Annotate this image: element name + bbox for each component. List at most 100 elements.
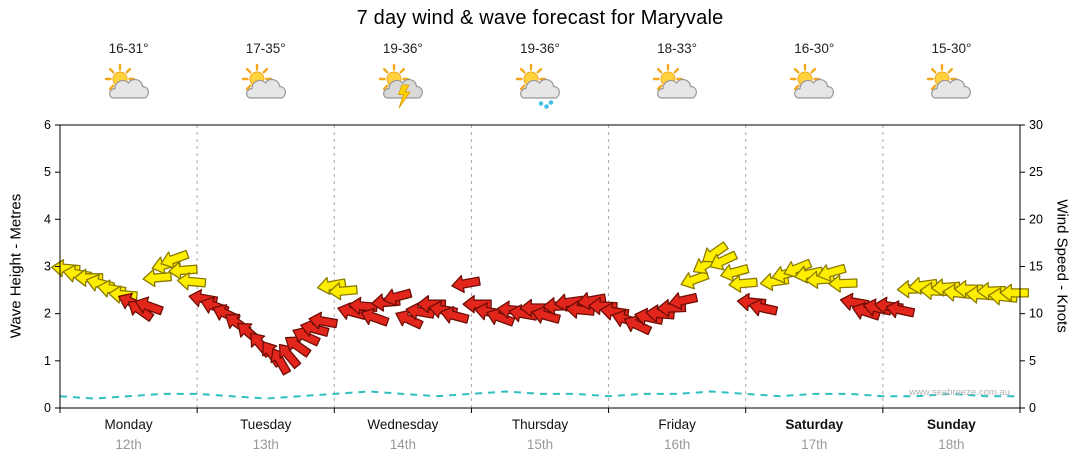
wind-arrow-icon <box>462 295 492 314</box>
wind-arrow-icon <box>292 326 321 347</box>
cloud-icon <box>657 78 698 99</box>
wind-arrows-layer <box>51 241 1029 376</box>
temperature-row: 16-31° 17-35° 19-36° 19-36° 18-33° 16-30… <box>60 41 1020 56</box>
date-label: 14th <box>389 437 416 452</box>
wave-tick-label: 4 <box>44 212 51 226</box>
day-column-label: Saturday 17th <box>746 417 883 452</box>
weather-icon <box>375 63 431 116</box>
day-label: Saturday <box>785 417 844 432</box>
wind-arrow-icon <box>720 264 750 282</box>
wind-arrow-icon <box>554 293 584 312</box>
wind-arrow-icon <box>885 300 916 319</box>
wind-arrow-icon <box>531 305 561 324</box>
wind-arrow-icon <box>316 276 347 295</box>
temp-range: 16-30° <box>794 41 835 56</box>
wind-arrow-icon <box>728 274 758 293</box>
wave-tick-label: 1 <box>44 354 51 368</box>
watermark: www.seabreeze.com.au <box>909 387 1010 398</box>
plot-border <box>59 124 1021 409</box>
sun-icon <box>927 63 958 95</box>
weather-icons-row <box>60 63 1020 116</box>
wave-tick-label: 6 <box>44 118 51 132</box>
temp-range: 16-31° <box>108 41 149 56</box>
date-label: 16th <box>663 437 691 452</box>
day-label: Wednesday <box>367 417 439 432</box>
weather-icon <box>923 63 979 116</box>
wind-tick-label: 0 <box>1029 401 1036 415</box>
day-label: Thursday <box>511 417 569 432</box>
wind-tick-label: 15 <box>1029 260 1043 274</box>
weather-icon <box>649 63 705 116</box>
wave-tick-label: 2 <box>44 307 51 321</box>
temp-range: 19-36° <box>382 41 423 56</box>
wind-arrow-icon <box>623 315 653 336</box>
wind-arrow-icon <box>748 298 779 317</box>
wind-arrow-icon <box>160 249 190 269</box>
wind-arrow-icon <box>976 281 1007 301</box>
wind-arrow-icon <box>440 305 470 324</box>
weather-icon <box>786 63 842 116</box>
temp-range: 17-35° <box>245 41 286 56</box>
day-label: Monday <box>104 417 153 432</box>
weather-icon <box>512 63 568 116</box>
wind-arrow-icon <box>382 288 413 307</box>
date-label: 12th <box>115 437 142 452</box>
temp-range: 15-30° <box>931 41 972 56</box>
wind-arrow-icon <box>328 282 358 301</box>
date-label: 17th <box>801 437 828 452</box>
wind-arrow-icon <box>451 275 481 294</box>
wind-tick-label: 5 <box>1029 354 1036 368</box>
wind-arrow-icon <box>783 258 813 279</box>
wind-arrow-icon <box>308 311 339 330</box>
cloud-icon <box>520 78 560 99</box>
wind-tick-label: 30 <box>1029 118 1043 132</box>
temp-range: 18-33° <box>657 41 698 56</box>
wave-tick-label: 5 <box>44 165 51 179</box>
wind-arrow-icon <box>668 292 699 311</box>
wave-height-line <box>59 390 1020 400</box>
date-label: 18th <box>938 437 965 452</box>
wind-arrow-icon <box>176 272 207 291</box>
wind-arrow-icon <box>134 296 164 316</box>
wind-arrow-icon <box>817 263 847 282</box>
wind-arrow-icon <box>931 278 961 297</box>
day-column-label: Tuesday 13th <box>197 417 334 452</box>
wind-arrow-icon <box>828 274 858 293</box>
wind-arrow-icon <box>360 307 390 327</box>
day-column-label: Thursday 15th <box>471 417 608 452</box>
day-column-label: Sunday 18th <box>883 417 1020 452</box>
page-title: 7 day wind & wave forecast for Maryvale <box>356 7 724 29</box>
wind-arrow-icon <box>416 295 447 314</box>
wind-tick-label: 10 <box>1029 307 1043 321</box>
wind-arrow-icon <box>486 307 516 327</box>
wave-tick-label: 0 <box>44 401 51 415</box>
wave-tick-label: 3 <box>44 260 51 274</box>
day-label: Friday <box>658 417 696 432</box>
lightning-bolt-icon <box>397 84 411 109</box>
wind-arrow-icon <box>709 250 738 271</box>
day-label: Sunday <box>927 417 976 432</box>
wind-arrow-icon <box>278 343 302 370</box>
wind-arrow-icon <box>284 336 312 358</box>
date-label: 13th <box>252 437 279 452</box>
day-label: Tuesday <box>240 417 292 432</box>
date-label: 15th <box>526 437 554 452</box>
cloud-icon <box>108 78 149 99</box>
cloud-icon <box>245 78 286 99</box>
rain-drops-icon <box>538 100 554 109</box>
wind-arrow-icon <box>168 261 198 280</box>
weather-icon <box>101 63 157 116</box>
wind-arrow-icon <box>999 283 1029 303</box>
wind-axis-title: Wind Speed - Knots <box>1053 199 1071 333</box>
axis-ticks-layer: 0 1 2 3 4 5 6 0 5 10 15 20 25 30 <box>44 118 1043 415</box>
wind-arrow-icon <box>73 268 104 287</box>
x-axis-labels: Monday 12th Tuesday 13th Wednesday 14th … <box>60 417 1020 452</box>
day-column-label: Friday 16th <box>609 417 746 452</box>
temp-range: 19-36° <box>520 41 560 56</box>
wind-arrow-icon <box>142 268 173 288</box>
wind-arrow-icon <box>300 319 330 337</box>
weather-icon <box>238 63 294 116</box>
wind-arrow-icon <box>395 309 424 330</box>
